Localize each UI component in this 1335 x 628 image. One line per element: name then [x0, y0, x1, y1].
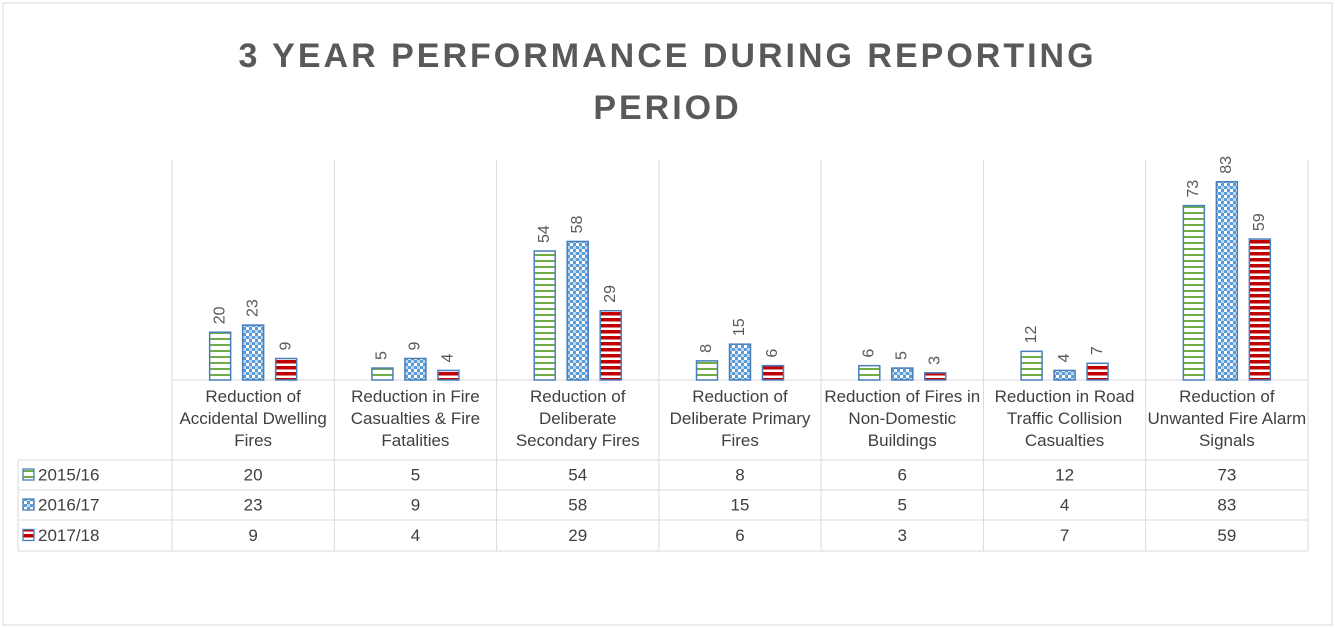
data-label: 15 — [731, 318, 748, 336]
legend-label: 2017/18 — [38, 526, 99, 545]
data-label: 9 — [407, 342, 424, 351]
table-cell: 4 — [411, 526, 420, 545]
table-cell: 8 — [735, 465, 744, 484]
bar — [695, 360, 719, 381]
bar — [1020, 350, 1043, 381]
bar — [924, 372, 947, 381]
bar — [208, 331, 232, 381]
bar — [599, 309, 622, 381]
table-cell: 9 — [248, 526, 257, 545]
bar — [371, 367, 394, 381]
data-label: 4 — [1056, 353, 1073, 362]
data-label: 6 — [861, 349, 878, 358]
data-label: 7 — [1089, 346, 1106, 355]
legend-swatch — [22, 498, 35, 511]
bar — [891, 367, 914, 381]
x-tick-label: Reduction of Deliberate Primary Fires — [669, 387, 811, 450]
table-cell: 15 — [731, 495, 750, 514]
bar — [858, 364, 881, 381]
x-tick-label: Reduction in Road Traffic Collision Casu… — [994, 387, 1135, 450]
data-label: 12 — [1023, 325, 1040, 343]
bar — [437, 369, 460, 381]
data-label: 73 — [1185, 180, 1202, 198]
data-label: 4 — [440, 353, 457, 362]
table-cell: 58 — [568, 495, 587, 514]
legend-swatch — [22, 528, 35, 542]
data-label: 9 — [277, 342, 294, 351]
x-tick-label: Reduction of Fires in Non-Domestic Build… — [824, 387, 981, 450]
table-cell: 20 — [244, 465, 263, 484]
data-label: 58 — [569, 216, 586, 234]
data-label: 5 — [894, 351, 911, 360]
x-tick-label: Reduction of Deliberate Secondary Fires — [515, 387, 640, 450]
table-cell: 5 — [898, 495, 907, 514]
table-cell: 83 — [1217, 495, 1236, 514]
legend-swatch — [22, 468, 35, 481]
data-label: 54 — [536, 225, 553, 243]
bar — [566, 240, 589, 381]
table-cell: 6 — [898, 465, 907, 484]
data-label: 20 — [211, 306, 228, 324]
bar — [728, 343, 752, 381]
table-cell: 12 — [1055, 465, 1074, 484]
data-label: 3 — [927, 356, 944, 365]
table-cell: 23 — [244, 495, 263, 514]
bar — [274, 357, 298, 381]
table-cell: 6 — [735, 526, 744, 545]
data-label: 29 — [602, 285, 619, 303]
table-cell: 73 — [1217, 465, 1236, 484]
data-label: 6 — [764, 349, 781, 358]
bar — [1086, 362, 1109, 381]
legend-label: 2016/17 — [38, 495, 99, 514]
table-cell: 3 — [898, 526, 907, 545]
bar — [1215, 180, 1239, 381]
table-cell: 5 — [411, 465, 420, 484]
x-tick-label: Reduction in Fire Casualties & Fire Fata… — [350, 387, 481, 450]
data-label: 8 — [698, 344, 715, 353]
data-label: 5 — [374, 351, 391, 360]
legend-label: 2015/16 — [38, 465, 99, 484]
data-label: 59 — [1251, 213, 1268, 231]
chart-title: 3 YEAR PERFORMANCE DURING REPORTING PERI… — [238, 37, 1097, 127]
table-cell: 59 — [1217, 526, 1236, 545]
data-label: 23 — [244, 299, 261, 317]
bar — [1182, 204, 1206, 381]
table-cell: 4 — [1060, 495, 1069, 514]
table-cell: 54 — [568, 465, 587, 484]
bar — [241, 324, 265, 381]
x-tick-label: Reduction of Unwanted Fire Alarm Signals — [1147, 387, 1307, 450]
table-cell: 29 — [568, 526, 587, 545]
data-label: 83 — [1218, 156, 1235, 174]
bar — [1248, 238, 1272, 381]
bar — [761, 364, 785, 381]
bar — [1053, 369, 1076, 381]
bar — [533, 250, 556, 381]
table-cell: 9 — [411, 495, 420, 514]
x-tick-label: Reduction of Accidental Dwelling Fires — [179, 387, 327, 450]
bar — [404, 357, 427, 381]
table-cell: 7 — [1060, 526, 1069, 545]
